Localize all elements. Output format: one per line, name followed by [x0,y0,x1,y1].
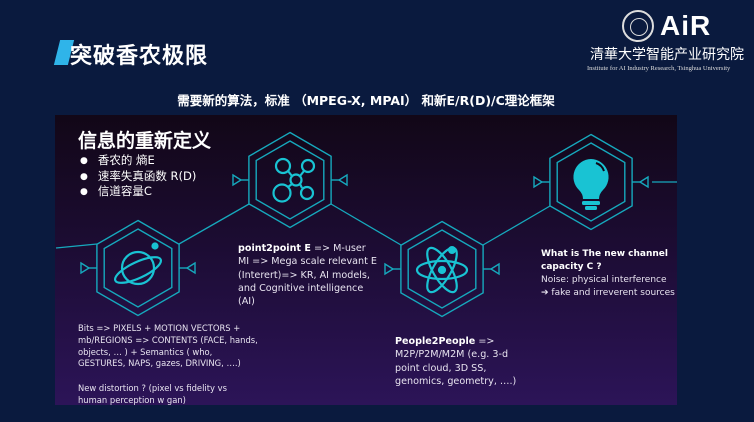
slide-title: 突破香农极限 [70,44,209,69]
triangle-marker-icon [185,261,196,275]
connector-line [178,203,250,245]
people2people-body: => M2P/P2M/M2M (e.g. 3-d point cloud, 3D… [395,336,517,387]
noise-text-2: fake and irreverent sources [548,288,675,298]
hexagon-frame [407,229,477,309]
hexagon-frame [549,133,633,231]
definition-heading: 信息的重新定义 [78,130,212,152]
hexagon-frame [103,228,173,308]
hexagon-network [232,131,348,229]
list-item: 信道容量C [80,184,196,201]
triangle-marker-icon [232,173,243,187]
tsinghua-seal-icon [622,10,654,42]
network-icon [272,157,316,203]
triangle-marker-icon [337,173,348,187]
hexagon-atom [384,220,500,318]
hexagon-frame [400,220,484,318]
arrow-icon: ➔ [541,288,549,298]
lightbulb-icon [573,159,609,210]
noise-text: Noise: physical interference [541,275,667,285]
channel-capacity-title: What is The new channel capacity C ? [541,249,668,272]
triangle-marker-icon [638,175,649,189]
people2people-text: People2People => M2P/P2M/M2M (e.g. 3-d p… [395,335,525,388]
panel-subtitle: 需要新的算法，标准 （MPEG-X, MPAI） 和新E/R(D)/C理论框架 [177,93,555,108]
connector-line [55,243,98,249]
bits-text: Bits => PIXELS + MOTION VECTORS + mb/REG… [78,323,258,369]
new-distortion-text: New distortion ? (pixel vs fidelity vs h… [78,383,227,405]
list-item: 香农的 熵E [80,153,196,170]
channel-capacity-text: What is The new channel capacity C ? Noi… [541,248,676,300]
air-logo: AiR 清華大学智能产业研究院 Institute for AI Industr… [587,8,752,76]
triangle-marker-icon [384,262,395,276]
hexagon-frame [556,142,626,222]
connector-line [482,205,551,246]
planet-icon [113,242,163,286]
logo-en: Institute for AI Industry Research, Tsin… [587,65,731,72]
definition-list: 香农的 熵E 速率失真函数 R(D) 信道容量C [80,153,196,201]
triangle-marker-icon [489,262,500,276]
hexagon-frame [96,219,180,317]
point2point-title: point2point E [238,243,311,254]
triangle-marker-icon [80,261,91,275]
atom-icon [415,246,469,294]
triangle-marker-icon [533,175,544,189]
logo-air: AiR [660,10,712,41]
hexagon-planet [80,219,196,317]
hexagon-frame [248,131,332,229]
point2point-text: point2point E => M-user MI => Mega scale… [238,242,378,308]
people2people-title: People2People [395,336,476,347]
point2point-body: => M-user MI => Mega scale relevant E (I… [238,243,377,308]
hexagon-bulb [533,133,649,231]
hexagon-frame [255,140,325,220]
logo-cn: 清華大学智能产业研究院 [590,47,744,63]
connector-line [330,203,402,246]
list-item: 速率失真函数 R(D) [80,169,196,186]
